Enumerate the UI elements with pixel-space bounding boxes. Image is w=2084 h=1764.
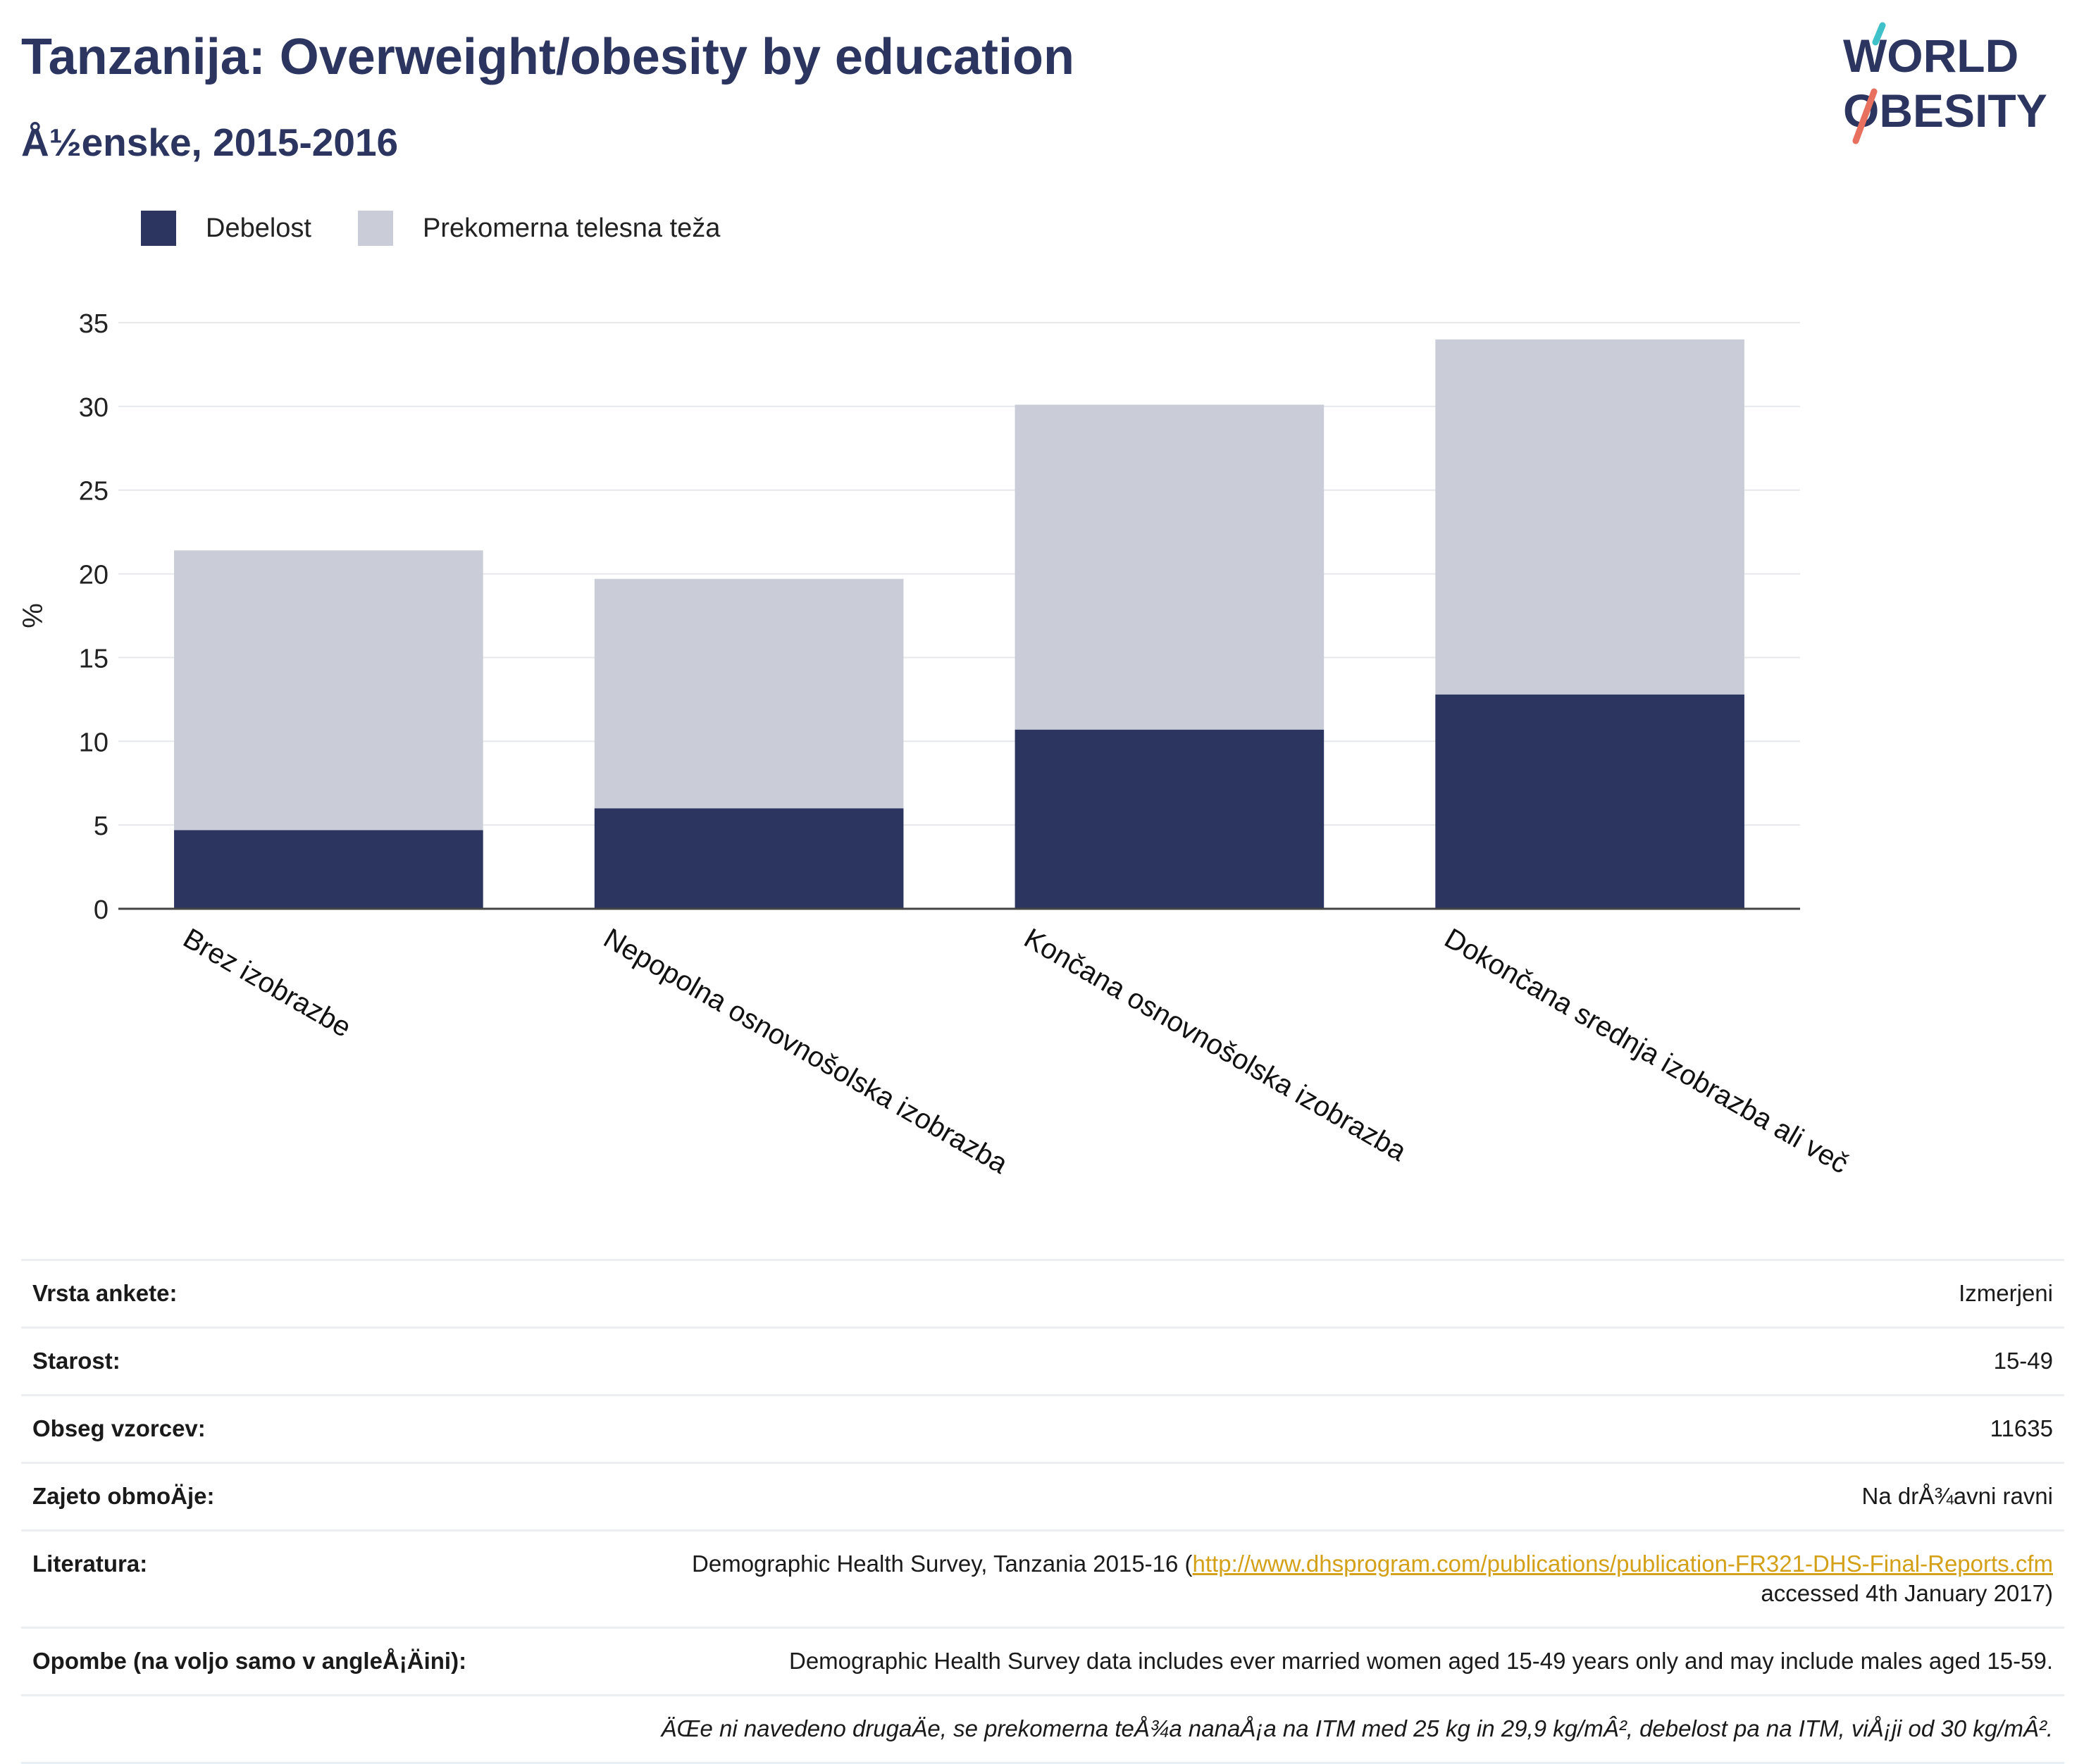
info-row-notes: Opombe (na voljo samo v angleÅ¡Äini): De… — [21, 1627, 2064, 1694]
world-obesity-logo: WORLD OBESITY — [1843, 22, 2047, 144]
x-tick-label: Končana osnovnošolska izobrazba — [1019, 923, 1412, 1168]
legend-label-obesity: Debelost — [206, 213, 311, 243]
bar-overweight — [594, 578, 904, 809]
logo-line-1: WORLD — [1843, 30, 2018, 82]
info-value: 11635 — [1990, 1415, 2053, 1441]
x-tick-labels: Brez izobrazbe Nepopolna osnovnošolska iz… — [178, 923, 1854, 1180]
info-table: Vrsta ankete: Izmerjeni Starost: 15-49 O… — [21, 1259, 2064, 1764]
legend-swatch-overweight — [357, 211, 393, 246]
y-tick-label: 5 — [94, 812, 108, 841]
footnote: ÄŒe ni navedeno drugaÄe, se prekomerna t… — [661, 1715, 2053, 1742]
info-row-sample-size: Obseg vzorcev: 11635 — [21, 1393, 2064, 1462]
chart-subtitle: Å½enske, 2015-2016 — [21, 120, 399, 164]
bar-obesity — [174, 830, 483, 909]
info-row-age: Starost: 15-49 — [21, 1326, 2064, 1394]
chart-title: Tanzanija: Overweight/obesity by educati… — [21, 29, 1074, 85]
bar-chart: 0 5 10 15 20 25 30 35 Brez izobrazbe Nepopolna o… — [18, 309, 1854, 1180]
info-label: Starost: — [32, 1347, 120, 1374]
bar-overweight — [1435, 339, 1744, 695]
y-axis-label: % — [18, 603, 49, 628]
info-label: Zajeto obmoÄje: — [32, 1482, 215, 1509]
bar-obesity — [1435, 694, 1744, 909]
literature-suffix: accessed 4th January 2017) — [1761, 1580, 2053, 1607]
y-tick-label: 0 — [94, 895, 108, 925]
y-tick-labels: 0 5 10 15 20 25 30 35 — [79, 309, 108, 925]
y-tick-label: 20 — [79, 561, 108, 590]
y-tick-label: 15 — [79, 644, 108, 673]
info-value: 15-49 — [1993, 1347, 2053, 1374]
x-tick-label: Dokončana srednja izobrazba ali več — [1439, 923, 1854, 1180]
bars — [174, 339, 1744, 909]
info-label: Obseg vzorcev: — [32, 1415, 206, 1441]
info-row-area: Zajeto obmoÄje: Na drÅ¾avni ravni — [21, 1461, 2064, 1529]
literature-value: Demographic Health Survey, Tanzania 2015… — [692, 1549, 2053, 1610]
legend-swatch-obesity — [141, 211, 176, 246]
logo-line-2: OBESITY — [1843, 85, 2047, 137]
literature-prefix: Demographic Health Survey, Tanzania 2015… — [692, 1550, 1193, 1577]
info-label: Opombe (na voljo samo v angleÅ¡Äini): — [32, 1648, 467, 1675]
legend-item-obesity: Debelost — [141, 211, 311, 246]
info-row-footnote: ÄŒe ni navedeno drugaÄe, se prekomerna t… — [21, 1694, 2064, 1764]
legend-item-overweight: Prekomerna telesna teža — [357, 211, 721, 246]
y-tick-label: 30 — [79, 393, 108, 423]
info-label: Literatura: — [32, 1550, 148, 1577]
bar-overweight — [174, 550, 483, 831]
x-tick-label: Nepopolna osnovnošolska izobrazba — [598, 923, 1013, 1180]
logo-slash-red — [1852, 88, 1878, 144]
bar-overweight — [1015, 404, 1325, 730]
info-row-survey-type: Vrsta ankete: Izmerjeni — [21, 1259, 2064, 1327]
info-row-literature: Literatura: Demographic Health Survey, T… — [21, 1529, 2064, 1627]
y-tick-label: 10 — [79, 728, 108, 757]
literature-link[interactable]: http://www.dhsprogram.com/publications/p… — [1192, 1550, 2053, 1577]
bar-obesity — [1015, 729, 1325, 909]
logo-slash-teal — [1872, 22, 1886, 46]
bar-obesity — [594, 808, 904, 909]
info-label: Vrsta ankete: — [32, 1280, 178, 1306]
y-tick-label: 25 — [79, 477, 108, 507]
x-tick-label: Brez izobrazbe — [178, 923, 356, 1044]
info-value: Izmerjeni — [1959, 1280, 2053, 1306]
legend-label-overweight: Prekomerna telesna teža — [422, 213, 721, 243]
chart-legend: Debelost Prekomerna telesna teža — [141, 209, 767, 248]
y-tick-label: 35 — [79, 309, 108, 339]
info-value: Na drÅ¾avni ravni — [1861, 1482, 2053, 1509]
info-value: Demographic Health Survey data includes … — [789, 1648, 2053, 1675]
